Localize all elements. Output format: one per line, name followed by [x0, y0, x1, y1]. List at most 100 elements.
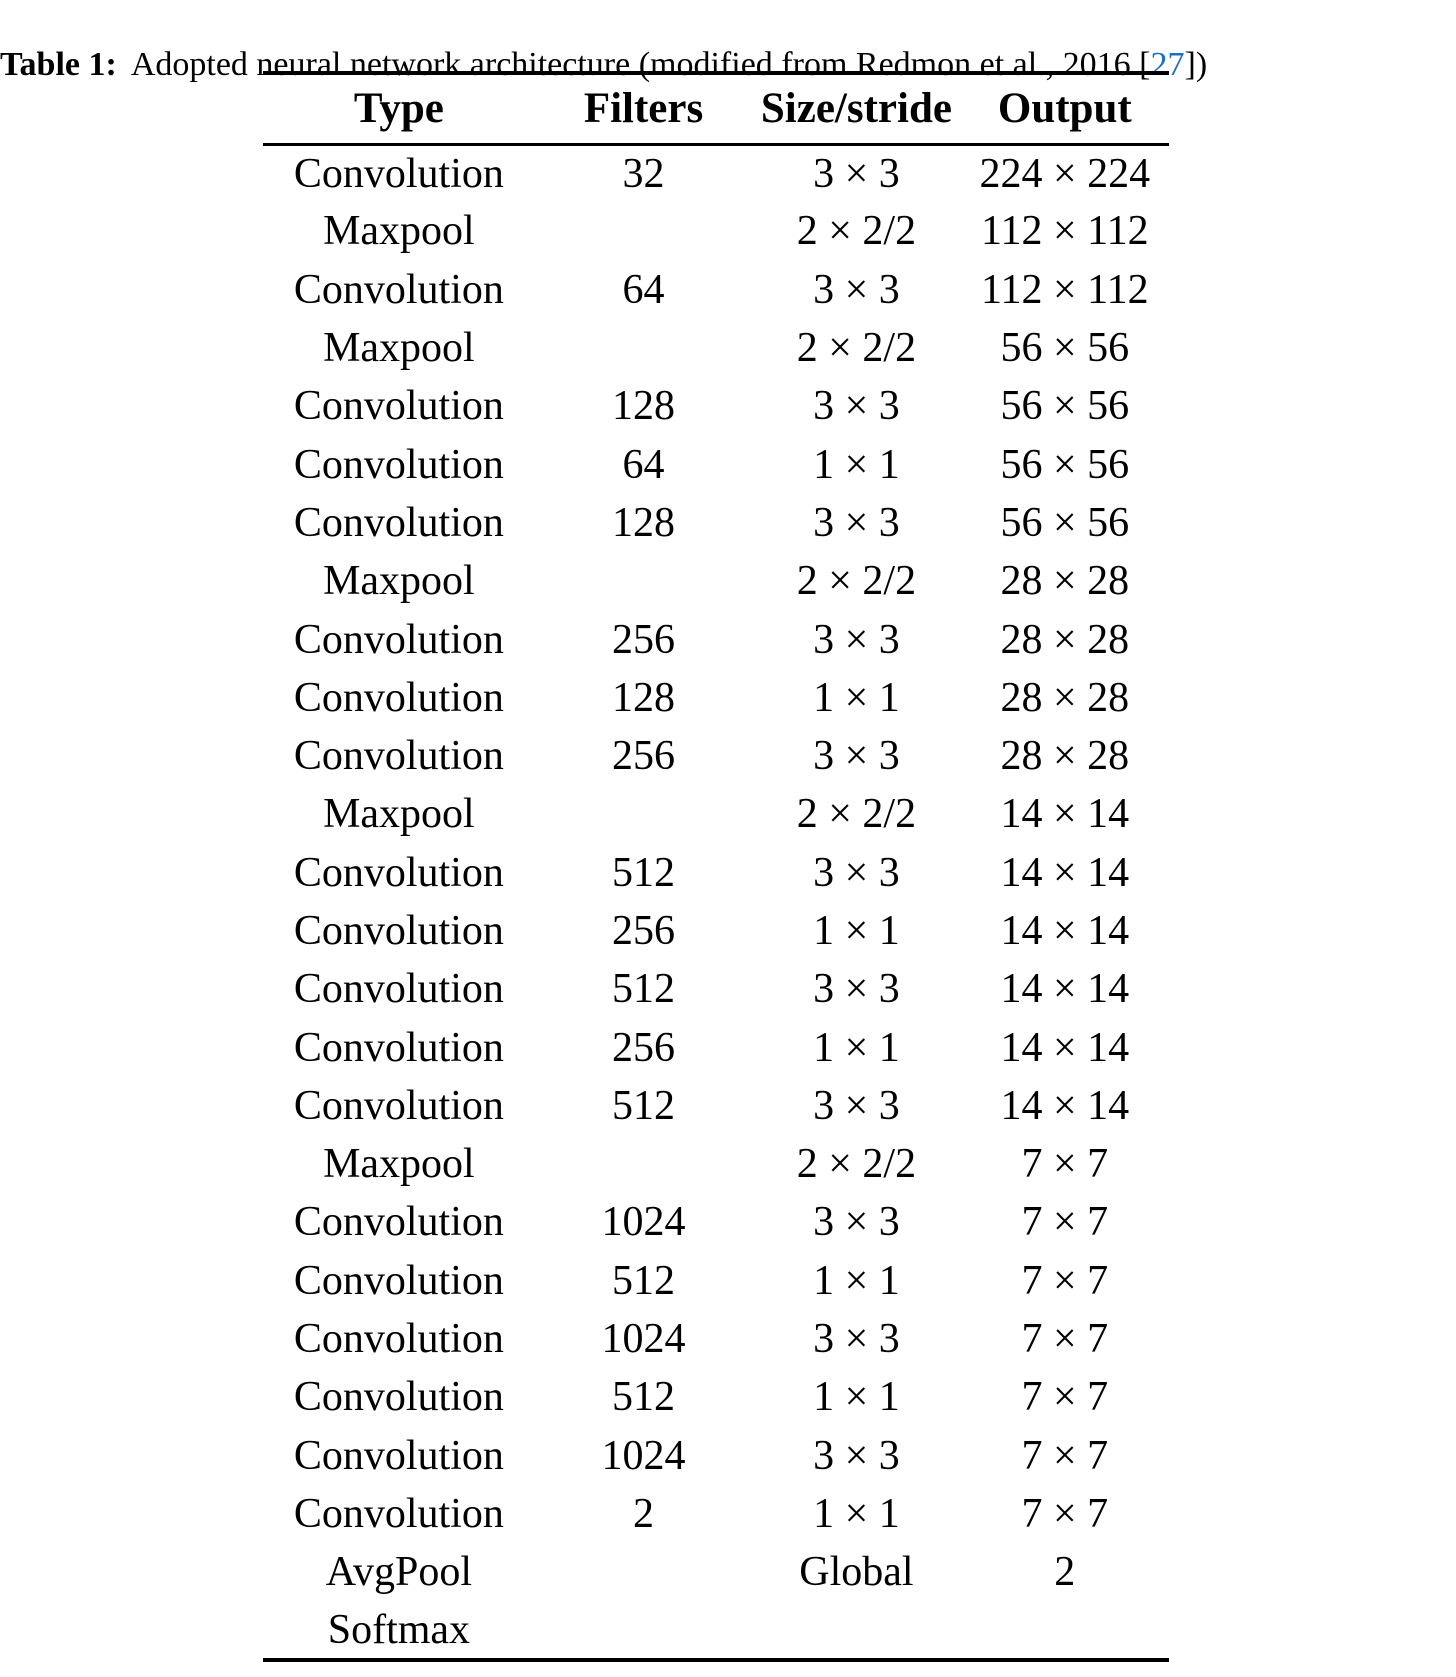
cell-type: Softmax: [327, 1606, 471, 1653]
caption-label: Table 1:: [0, 46, 117, 83]
cell-size-stride: [752, 1601, 960, 1659]
caption-text: Adopted neural network architecture (mod…: [130, 46, 1151, 83]
cell-type: Convolution: [293, 1432, 504, 1479]
cell-output: 112 × 112: [981, 208, 1149, 255]
cell-type: Convolution: [293, 1257, 504, 1304]
cell-type: Convolution: [293, 1199, 504, 1246]
cell-type: Maxpool: [323, 791, 475, 838]
table-row: Convolution 512 3 × 3 14 × 14: [263, 844, 1169, 902]
table-row: Maxpool 2 × 2/2 28 × 28: [263, 552, 1169, 610]
cell-type: Convolution: [293, 383, 504, 430]
cell-filters: 128: [612, 383, 676, 430]
table-row: Convolution 64 3 × 3 112 × 112: [263, 261, 1169, 319]
table-row: Convolution 256 3 × 3 28 × 28: [263, 610, 1169, 668]
cell-filters: 256: [612, 616, 676, 663]
cell-output: 7 × 7: [1021, 1257, 1109, 1304]
cell-filters: 512: [612, 1082, 676, 1129]
table-row: Convolution 1024 3 × 3 7 × 7: [263, 1310, 1169, 1368]
cell-filters: 1024: [601, 1199, 686, 1246]
table-row: Maxpool 2 × 2/2 112 × 112: [263, 202, 1169, 260]
cell-type: Convolution: [293, 908, 504, 954]
column-header-size-stride: Size/stride: [760, 85, 952, 133]
cell-filters: 256: [612, 908, 676, 954]
cell-filters: 1024: [601, 1316, 686, 1363]
cell-size-stride: 1 × 1: [813, 1024, 900, 1071]
table-row: Convolution 128 1 × 1 28 × 28: [263, 669, 1169, 727]
table-header: Type Filters Size/stride Output: [263, 73, 1169, 144]
cell-size-stride: 3 × 3: [813, 499, 900, 546]
cell-output: [961, 1601, 1169, 1659]
cell-output: 14 × 14: [1000, 908, 1130, 954]
cell-filters: [535, 1135, 752, 1193]
cell-size-stride: 1 × 1: [813, 674, 900, 721]
cell-output: 28 × 28: [1000, 616, 1130, 663]
cell-size-stride: Global: [799, 1549, 914, 1596]
cell-filters: 64: [622, 441, 665, 488]
cell-type: Convolution: [293, 1082, 504, 1129]
cell-type: Convolution: [293, 733, 504, 780]
cell-size-stride: 2 × 2/2: [796, 791, 917, 838]
cell-output: 14 × 14: [1000, 849, 1130, 896]
table-row: Maxpool 2 × 2/2 14 × 14: [263, 785, 1169, 843]
cell-output: 14 × 14: [1000, 791, 1130, 838]
cell-size-stride: 3 × 3: [813, 849, 900, 896]
table-row: Convolution 128 3 × 3 56 × 56: [263, 494, 1169, 552]
cell-filters: [535, 319, 752, 377]
cell-size-stride: 1 × 1: [813, 1490, 900, 1537]
cell-size-stride: 1 × 1: [813, 1257, 900, 1304]
cell-filters: [535, 1543, 752, 1601]
cell-type: Convolution: [293, 266, 504, 313]
cell-output: 56 × 56: [1000, 325, 1130, 372]
cell-filters: 1024: [601, 1432, 686, 1479]
table-row: Softmax: [263, 1601, 1169, 1659]
caption-closing: ]): [1184, 46, 1208, 83]
cell-type: Convolution: [293, 849, 504, 896]
cell-type: Convolution: [293, 499, 504, 546]
cell-size-stride: 3 × 3: [813, 966, 900, 1013]
cell-filters: 512: [612, 1257, 676, 1304]
cell-output: 28 × 28: [1000, 674, 1130, 721]
table-caption: Table 1: Adopted neural network architect…: [0, 40, 1456, 89]
cell-size-stride: 3 × 3: [813, 733, 900, 780]
cell-output: 14 × 14: [1000, 1024, 1130, 1071]
cell-output: 2: [1054, 1549, 1076, 1596]
cell-filters: 256: [612, 733, 676, 780]
cell-size-stride: 3 × 3: [813, 1082, 900, 1129]
table-row: Convolution 512 1 × 1 7 × 7: [263, 1368, 1169, 1426]
cell-output: 7 × 7: [1021, 1432, 1109, 1479]
cell-size-stride: 1 × 1: [813, 1374, 900, 1421]
table-row: Maxpool 2 × 2/2 56 × 56: [263, 319, 1169, 377]
cell-size-stride: 1 × 1: [813, 908, 900, 954]
citation-link-27[interactable]: 27: [1150, 46, 1185, 83]
cell-type: Convolution: [293, 616, 504, 663]
table-row: Convolution 2 1 × 1 7 × 7: [263, 1485, 1169, 1543]
table-row: Convolution 512 1 × 1 7 × 7: [263, 1252, 1169, 1310]
cell-size-stride: 2 × 2/2: [796, 1141, 917, 1188]
cell-size-stride: 3 × 3: [813, 150, 900, 197]
column-header-type: Type: [353, 85, 444, 133]
cell-output: 7 × 7: [1021, 1199, 1109, 1246]
cell-type: Convolution: [293, 966, 504, 1013]
cell-type: Convolution: [293, 1024, 504, 1071]
table-row: Convolution 256 3 × 3 28 × 28: [263, 727, 1169, 785]
cell-output: 56 × 56: [1000, 383, 1130, 430]
cell-type: AvgPool: [325, 1549, 473, 1596]
cell-output: 7 × 7: [1021, 1490, 1109, 1537]
table-body: Convolution 32 3 × 3 224 × 224 Maxpool 2 × 2/…: [263, 144, 1169, 1660]
cell-filters: 512: [612, 1374, 676, 1421]
table-row: Convolution 32 3 × 3 224 × 224: [263, 144, 1169, 202]
cell-type: Convolution: [293, 1374, 504, 1421]
cell-type: Maxpool: [323, 1141, 475, 1188]
cell-filters: [535, 202, 752, 260]
cell-type: Convolution: [293, 150, 504, 197]
cell-size-stride: 2 × 2/2: [796, 558, 917, 605]
table-row: Convolution 64 1 × 1 56 × 56: [263, 435, 1169, 493]
cell-size-stride: 2 × 2/2: [796, 325, 917, 372]
cell-output: 7 × 7: [1021, 1374, 1109, 1421]
cell-type: Convolution: [293, 1490, 504, 1537]
cell-filters: 512: [612, 966, 676, 1013]
cell-output: 56 × 56: [1000, 441, 1130, 488]
column-header-filters: Filters: [583, 85, 704, 133]
table-row: Maxpool 2 × 2/2 7 × 7: [263, 1135, 1169, 1193]
